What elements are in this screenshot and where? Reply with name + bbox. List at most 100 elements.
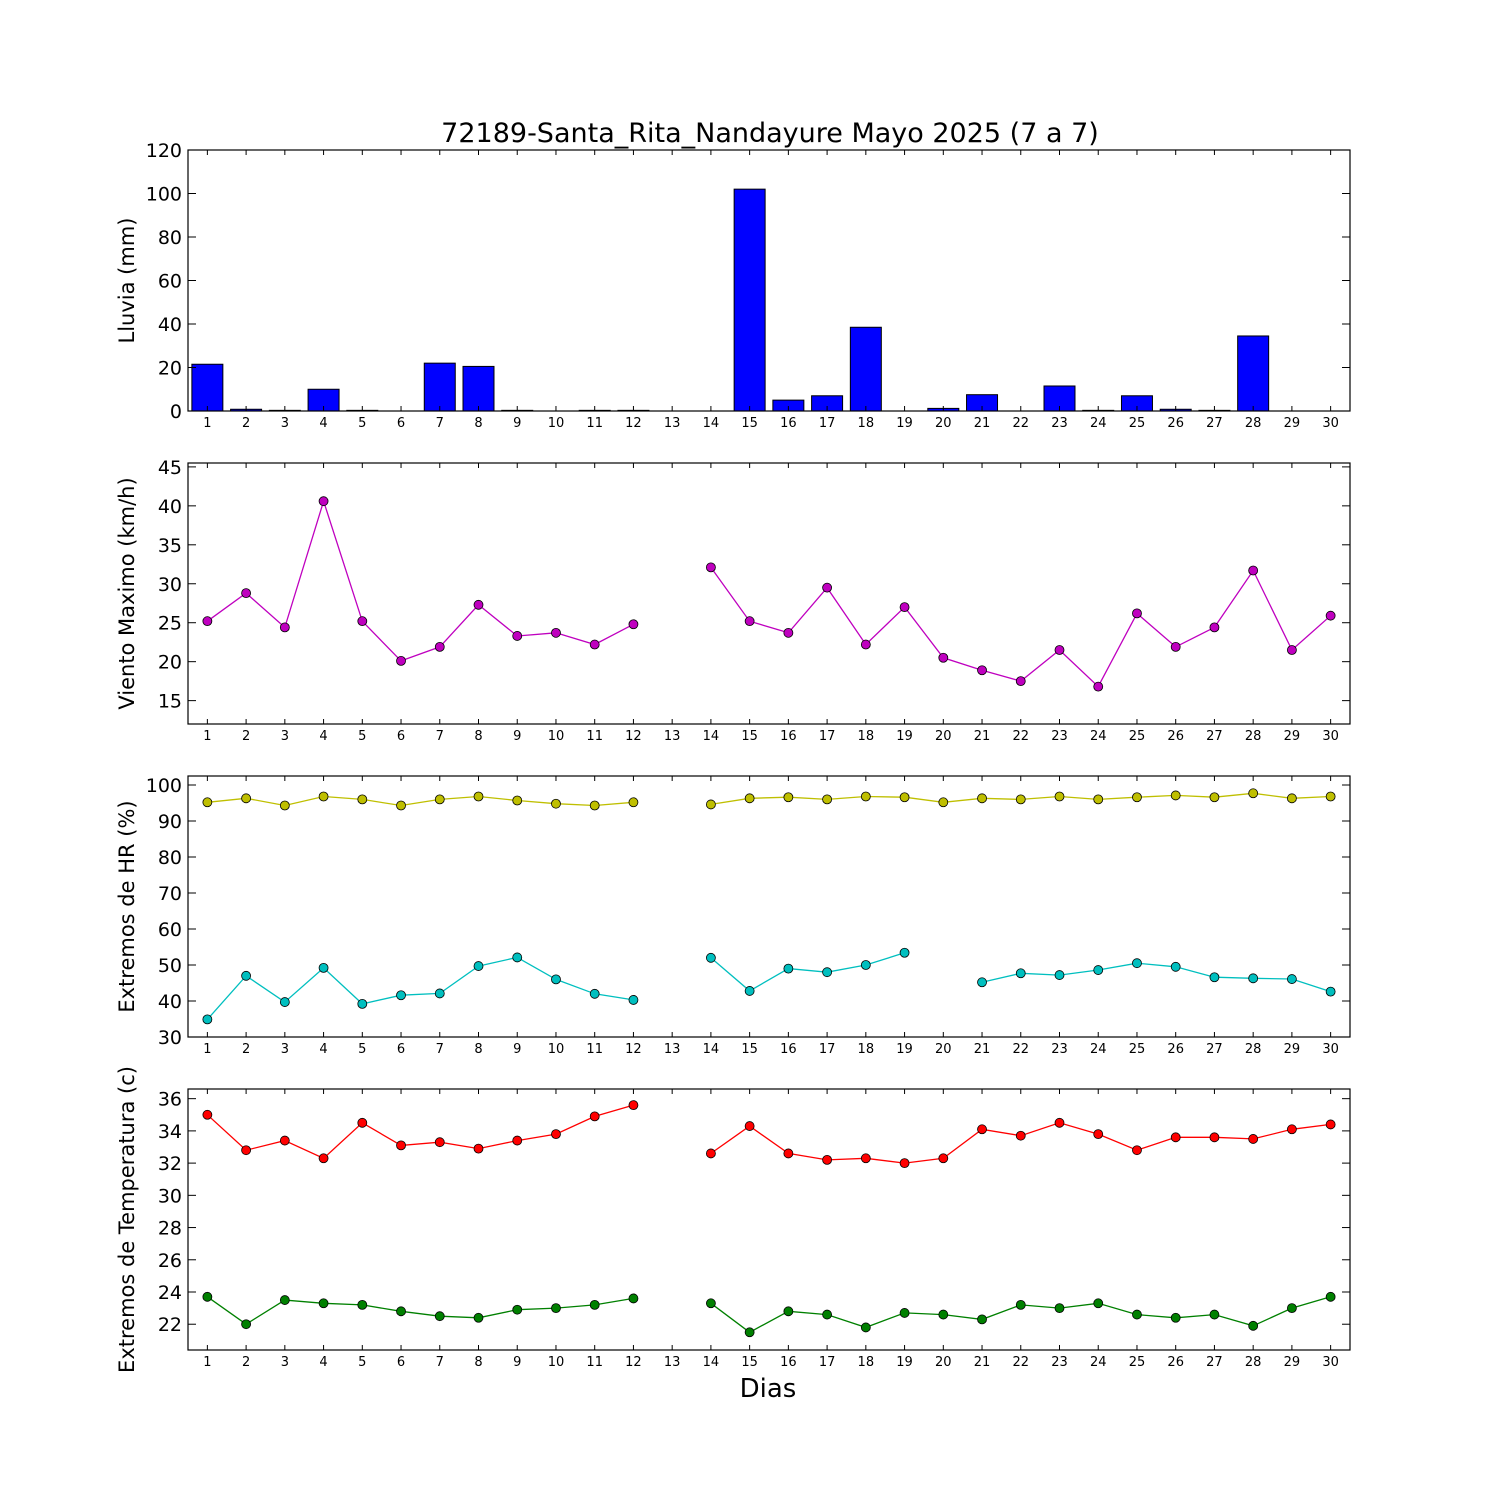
series-1-point-day-8 xyxy=(473,599,484,610)
x-tick-label: 10 xyxy=(548,416,565,431)
series-1-point-day-1 xyxy=(202,616,213,627)
x-tick-label: 2 xyxy=(242,1042,250,1057)
series-2-line-2 xyxy=(710,952,905,992)
series-1-point-day-5 xyxy=(357,616,368,627)
series-1-line-2 xyxy=(710,567,1332,688)
x-tick-label: 4 xyxy=(319,1355,327,1370)
x-tick-label: 25 xyxy=(1129,416,1146,431)
x-tick-label: 24 xyxy=(1090,416,1107,431)
y-tick-label: 45 xyxy=(158,457,182,479)
x-tick-label: 29 xyxy=(1284,416,1301,431)
series-1-point-day-19 xyxy=(899,792,910,803)
series-1-point-day-20 xyxy=(938,652,949,663)
series-2-point-day-30 xyxy=(1325,986,1336,997)
y-axis-label: Lluvia (mm) xyxy=(115,218,139,344)
y-tick-label: 40 xyxy=(158,496,182,518)
x-tick-label: 10 xyxy=(548,729,565,744)
x-tick-label: 13 xyxy=(664,1042,681,1057)
x-tick-label: 15 xyxy=(741,1042,758,1057)
series-2-point-day-3 xyxy=(279,997,290,1007)
y-tick-label: 35 xyxy=(158,535,182,557)
y-tick-label: 50 xyxy=(158,955,182,977)
x-tick-label: 6 xyxy=(397,729,405,744)
x-tick-label: 23 xyxy=(1051,1042,1068,1057)
series-1-line-2 xyxy=(710,1122,1331,1164)
series-2-point-day-16 xyxy=(783,1306,794,1317)
series-2-point-day-15 xyxy=(744,1327,755,1338)
x-tick-label: 23 xyxy=(1051,1355,1068,1370)
x-tick-label: 3 xyxy=(281,1355,289,1370)
x-tick-label: 28 xyxy=(1245,729,1262,744)
x-tick-label: 3 xyxy=(281,729,289,744)
x-tick-label: 3 xyxy=(281,416,289,431)
x-tick-label: 6 xyxy=(397,416,405,431)
series-1-point-day-5 xyxy=(357,794,368,805)
series-1-point-day-25 xyxy=(1132,792,1142,803)
series-1-point-day-4 xyxy=(318,496,329,507)
series-1-point-day-23 xyxy=(1054,791,1065,802)
x-tick-label: 15 xyxy=(741,416,758,431)
series-2-point-day-4 xyxy=(318,1298,329,1309)
series-1-point-day-12 xyxy=(628,619,639,630)
x-tick-label: 14 xyxy=(703,1355,720,1370)
y-tick-label: 90 xyxy=(158,811,182,833)
series-1-point-day-18 xyxy=(860,639,871,650)
series-1-point-day-18 xyxy=(860,1153,871,1164)
series-1-point-day-12 xyxy=(628,797,639,808)
series-2-point-day-26 xyxy=(1170,1312,1181,1323)
x-tick-label: 5 xyxy=(358,416,366,431)
series-1-point-day-2 xyxy=(241,588,252,599)
x-tick-label: 13 xyxy=(664,1355,681,1370)
x-tick-label: 7 xyxy=(436,729,444,744)
x-tick-label: 9 xyxy=(513,729,521,744)
panel-4: 1 2 3 4 5 6 7 8 9 10 11 12 13 14 15 16 17 18 19 20 21 22 23 24 2… xyxy=(115,1066,1351,1373)
series-1-point-day-24 xyxy=(1093,794,1104,805)
x-tick-label: 30 xyxy=(1322,729,1339,744)
series-1-point-day-21 xyxy=(977,793,987,804)
series-1-point-day-4 xyxy=(318,1153,329,1164)
series-2-point-day-4 xyxy=(318,962,329,973)
series-1-point-day-22 xyxy=(1015,1130,1026,1141)
series-2-point-day-15 xyxy=(744,986,755,996)
x-tick-label: 22 xyxy=(1012,1042,1029,1057)
series-2-line-1 xyxy=(206,956,634,1020)
x-tick-label: 30 xyxy=(1322,1355,1339,1370)
x-tick-label: 26 xyxy=(1167,416,1184,431)
x-tick-label: 18 xyxy=(858,416,875,431)
series-2-point-day-17 xyxy=(822,967,832,978)
y-tick-label: 36 xyxy=(158,1089,182,1111)
series-1-point-day-27 xyxy=(1209,792,1220,803)
series-1-point-day-3 xyxy=(279,800,290,811)
x-tick-label: 10 xyxy=(548,1042,565,1057)
x-tick-label: 28 xyxy=(1245,1355,1262,1370)
x-tick-label: 19 xyxy=(896,416,913,431)
x-tick-label: 21 xyxy=(974,1042,991,1057)
series-1-point-day-11 xyxy=(589,1111,600,1122)
series-1-point-day-26 xyxy=(1170,1132,1181,1143)
x-tick-label: 27 xyxy=(1206,729,1223,744)
series-1-point-day-27 xyxy=(1209,1132,1220,1143)
x-tick-label: 17 xyxy=(819,416,836,431)
series-2-point-day-17 xyxy=(822,1309,832,1320)
x-tick-label: 23 xyxy=(1051,729,1068,744)
y-tick-label: 0 xyxy=(170,401,182,423)
x-tick-label: 2 xyxy=(242,729,250,744)
series-2-point-day-16 xyxy=(783,963,794,974)
series-1-point-day-6 xyxy=(396,1140,406,1151)
x-tick-label: 17 xyxy=(819,729,836,744)
series-1-point-day-29 xyxy=(1287,645,1297,655)
axes-frame xyxy=(187,462,1351,725)
series-1-point-day-6 xyxy=(396,655,406,666)
panel-3: 1 2 3 4 5 6 7 8 9 10 11 12 13 14 15 16 17 18 19 20 21 22 23 24 2… xyxy=(115,775,1351,1057)
y-tick-label: 34 xyxy=(158,1121,182,1143)
series-1-point-day-11 xyxy=(589,639,600,650)
series-1-point-day-9 xyxy=(512,631,523,641)
series-2-point-day-10 xyxy=(551,974,561,985)
series-2-point-day-7 xyxy=(434,1311,445,1322)
x-tick-label: 20 xyxy=(935,1042,952,1057)
x-tick-label: 4 xyxy=(319,416,327,431)
y-tick-label: 80 xyxy=(158,847,182,869)
y-tick-label: 60 xyxy=(158,271,182,293)
y-tick-label: 20 xyxy=(158,652,182,674)
series-2-point-day-25 xyxy=(1132,958,1142,969)
